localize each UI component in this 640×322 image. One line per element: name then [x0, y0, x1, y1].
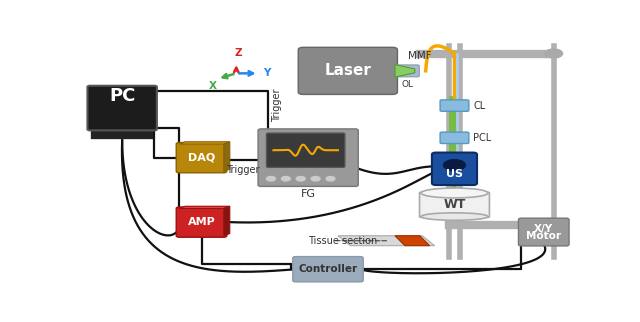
Text: Motor: Motor [526, 232, 561, 242]
Circle shape [545, 49, 563, 58]
Text: FG: FG [301, 189, 316, 199]
Polygon shape [395, 236, 429, 246]
Ellipse shape [421, 188, 488, 198]
Text: Laser: Laser [324, 63, 371, 78]
FancyBboxPatch shape [176, 207, 227, 237]
Text: MMF: MMF [408, 51, 431, 61]
Text: Trigger: Trigger [226, 165, 259, 175]
Text: Controller: Controller [298, 264, 358, 274]
Text: DAQ: DAQ [188, 153, 215, 163]
FancyBboxPatch shape [88, 86, 157, 130]
Circle shape [296, 176, 305, 181]
Polygon shape [395, 65, 415, 77]
Polygon shape [224, 142, 230, 171]
FancyBboxPatch shape [432, 153, 477, 185]
FancyBboxPatch shape [266, 133, 345, 167]
Ellipse shape [421, 213, 488, 220]
Text: OL: OL [401, 80, 413, 89]
Text: X: X [208, 81, 216, 91]
Circle shape [545, 220, 563, 229]
FancyBboxPatch shape [396, 65, 419, 77]
FancyBboxPatch shape [440, 100, 469, 111]
Text: AMP: AMP [188, 217, 216, 227]
Polygon shape [338, 236, 435, 246]
Text: Z: Z [235, 49, 243, 59]
Text: US: US [446, 169, 463, 179]
FancyBboxPatch shape [258, 129, 358, 186]
Text: CL: CL [474, 100, 486, 110]
Circle shape [282, 176, 291, 181]
FancyBboxPatch shape [419, 192, 490, 217]
Text: PCL: PCL [474, 133, 492, 143]
Circle shape [444, 160, 465, 171]
Circle shape [326, 176, 335, 181]
Text: WT: WT [444, 198, 466, 211]
Polygon shape [179, 142, 230, 144]
Polygon shape [179, 206, 230, 208]
Text: Y: Y [264, 68, 271, 78]
Circle shape [311, 176, 320, 181]
Polygon shape [224, 206, 230, 236]
Text: PC: PC [109, 87, 135, 105]
FancyBboxPatch shape [292, 257, 364, 282]
FancyBboxPatch shape [298, 47, 397, 94]
Text: X/Y: X/Y [534, 224, 554, 234]
FancyBboxPatch shape [176, 143, 227, 173]
FancyBboxPatch shape [518, 218, 569, 246]
Text: Trigger: Trigger [273, 89, 282, 122]
Circle shape [266, 176, 275, 181]
FancyBboxPatch shape [440, 132, 469, 144]
Text: Tissue section: Tissue section [308, 236, 378, 246]
